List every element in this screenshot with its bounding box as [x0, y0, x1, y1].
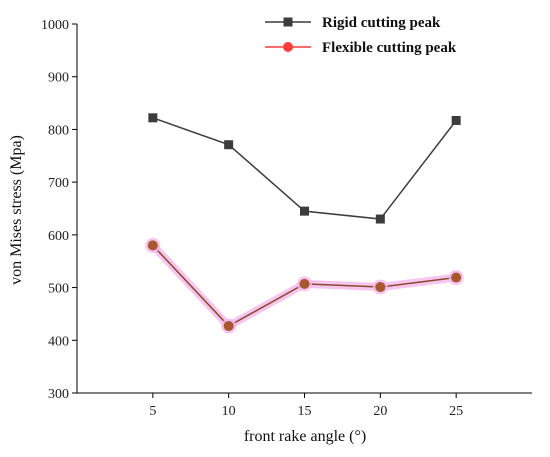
y-tick-label: 500	[48, 282, 69, 297]
x-axis-label: front rake angle (°)	[244, 428, 366, 445]
x-tick-label: 10	[222, 404, 236, 419]
x-axis-ticks: 5 10 15 20 25	[149, 393, 463, 419]
data-point-rigid	[300, 206, 309, 216]
legend-marker-rigid	[283, 17, 293, 27]
data-point-flexible	[451, 272, 462, 283]
legend-label-rigid: Rigid cutting peak	[322, 15, 441, 31]
series-line-rigid	[152, 117, 457, 220]
y-tick-label: 1000	[41, 18, 69, 33]
y-tick-label: 700	[48, 176, 69, 191]
x-tick-label: 20	[373, 404, 387, 419]
data-point-rigid	[148, 113, 158, 123]
y-tick-label: 600	[48, 229, 69, 244]
y-tick-label: 900	[48, 71, 69, 86]
data-point-rigid	[451, 115, 461, 125]
x-tick-label: 25	[449, 404, 463, 419]
data-point-rigid	[224, 140, 234, 150]
data-point-rigid	[375, 214, 385, 224]
legend-marker-flexible	[283, 42, 293, 52]
x-tick-label: 5	[149, 404, 156, 419]
data-point-flexible	[223, 321, 234, 332]
y-tick-label: 300	[48, 387, 69, 402]
y-axis-ticks: 300 400 500 600 700 800 900 1000	[41, 18, 77, 402]
y-tick-label: 800	[48, 123, 69, 138]
data-point-flexible	[147, 240, 158, 251]
y-tick-label: 400	[48, 334, 69, 349]
series-layer	[145, 113, 464, 334]
data-point-flexible	[375, 282, 386, 293]
y-axis-label: von Mises stress (Mpa)	[8, 135, 25, 285]
legend-label-flexible: Flexible cutting peak	[322, 40, 457, 56]
legend: Rigid cutting peak Flexible cutting peak	[265, 15, 457, 56]
x-tick-label: 15	[298, 404, 312, 419]
data-point-flexible	[299, 278, 310, 289]
